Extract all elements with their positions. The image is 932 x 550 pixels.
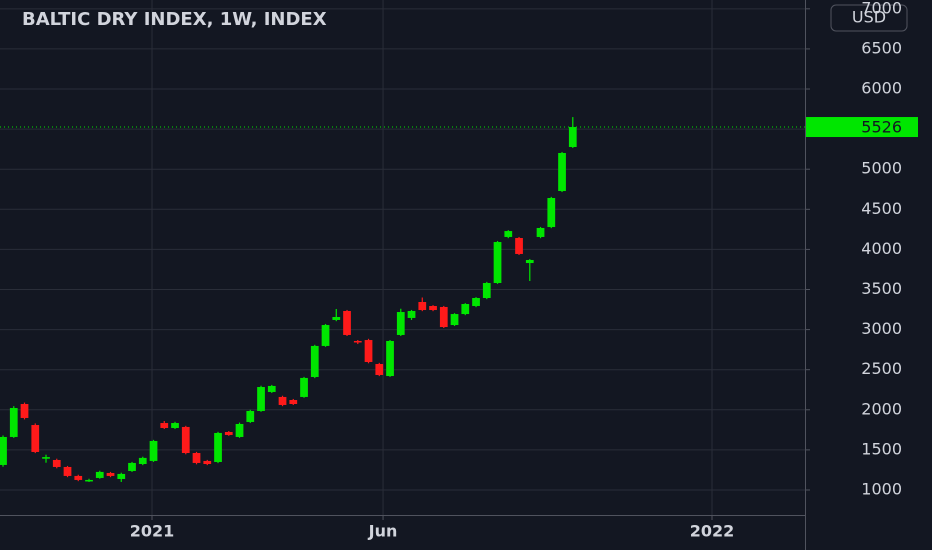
candle-body [20,404,29,418]
candle-body [52,459,61,467]
x-tick-label: 2021 [130,522,175,541]
y-tick-label: 4500 [861,199,902,218]
currency-button[interactable] [830,4,908,32]
candle-body [558,153,566,192]
candle-body [63,466,72,476]
candle-body [95,471,104,478]
candles [0,117,577,482]
y-tick-label: 5000 [861,159,902,178]
candle-body [450,314,459,326]
candle-body [536,227,545,237]
candle-body [246,410,255,422]
candle-body [117,473,126,479]
candle-body [171,423,179,428]
y-tick-label: 2000 [861,399,902,418]
candle-body [235,423,244,437]
candle-body [439,306,448,328]
candle-body [203,460,212,464]
candle-body [138,457,147,464]
candle-body [547,197,556,228]
last-price-label: 5526 [861,118,902,137]
candle-body [525,259,534,264]
currency-label: USD [852,8,886,27]
x-tick-label: Jun [368,522,398,541]
candle-body [192,453,201,463]
candle-body [568,127,577,147]
candle-body [461,304,470,315]
candle-body [493,242,502,284]
candle-body [375,363,384,375]
y-tick-label: 3500 [861,279,902,298]
candle-body [386,340,394,377]
candle-body [407,310,416,318]
candle-body [74,475,83,480]
y-tick-label: 6000 [861,79,902,98]
y-tick-label: 4000 [861,239,902,258]
candle-body [504,231,513,237]
candle-body [289,400,298,405]
candle-body [267,385,276,392]
y-tick-label: 1500 [861,439,902,458]
x-tick-label: 2022 [690,522,735,541]
candle-body [482,283,491,298]
candle-body [181,426,190,454]
y-tick-label: 1000 [861,479,902,498]
candle-body [418,302,427,311]
candle-body [85,479,93,482]
y-tick-label: 6500 [861,38,902,57]
last-price-badge [806,117,918,138]
candle-body [149,440,158,461]
candle-body [257,387,265,411]
candle-body [343,310,351,335]
candle-body [310,345,319,377]
candle-body [278,396,287,405]
candle-body [31,425,40,452]
candle-body [0,436,7,465]
candle-body [396,312,405,335]
candle-body [300,377,308,397]
candle-body [9,408,18,437]
candle-body [42,457,50,459]
chart-title: BALTIC DRY INDEX, 1W, INDEX [22,9,327,30]
candle-body [214,432,222,462]
candle-body [321,325,330,346]
candle-body [332,317,341,320]
y-tick-label: 3000 [861,319,902,338]
candle-body [106,472,115,476]
candle-body [472,297,480,307]
candle-body [128,462,136,471]
candle-body [515,238,523,254]
candle-body [364,340,373,362]
y-tick-label: 7000 [861,0,902,17]
candle-body [160,423,169,428]
candle-body [224,432,233,435]
candle-body [353,340,362,343]
y-tick-label: 2500 [861,359,902,378]
candle-body [429,306,437,311]
